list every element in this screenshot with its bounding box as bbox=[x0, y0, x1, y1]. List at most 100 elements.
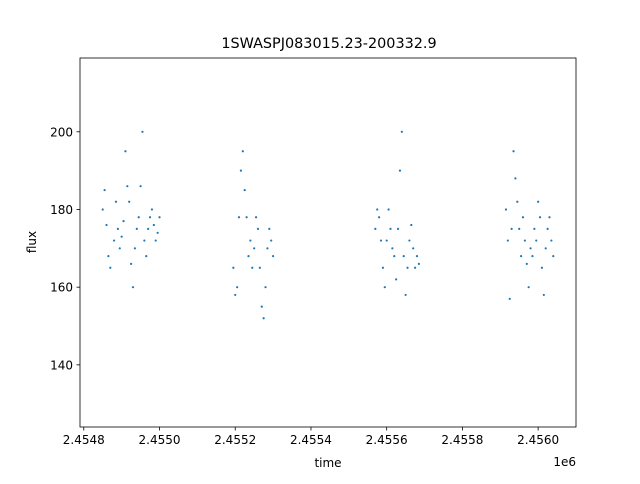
data-point bbox=[152, 223, 155, 227]
data-point bbox=[417, 262, 420, 265]
data-point bbox=[402, 254, 405, 258]
data-point bbox=[247, 254, 250, 258]
data-point bbox=[253, 247, 256, 250]
data-point bbox=[145, 254, 148, 258]
data-point bbox=[256, 227, 260, 231]
data-point bbox=[254, 216, 258, 219]
data-point bbox=[148, 216, 152, 219]
data-point bbox=[135, 227, 138, 231]
data-point bbox=[122, 220, 125, 223]
data-point bbox=[105, 223, 108, 227]
data-point bbox=[374, 227, 377, 231]
data-point bbox=[415, 254, 419, 258]
data-point bbox=[508, 297, 511, 300]
data-point bbox=[133, 247, 137, 250]
data-point bbox=[118, 247, 121, 250]
y-axis-label: flux bbox=[25, 231, 39, 253]
data-point bbox=[521, 216, 525, 219]
x-axis-label: time bbox=[314, 456, 341, 470]
data-point bbox=[232, 266, 235, 269]
x-tick-label: 2.4554 bbox=[290, 433, 332, 447]
data-point bbox=[396, 227, 400, 231]
data-point bbox=[103, 188, 106, 192]
data-point bbox=[237, 216, 241, 219]
data-point bbox=[107, 254, 110, 258]
data-point bbox=[156, 231, 159, 234]
data-point bbox=[529, 247, 532, 250]
data-point bbox=[270, 239, 273, 242]
data-point bbox=[143, 239, 146, 242]
data-point bbox=[383, 286, 386, 289]
data-point bbox=[141, 130, 144, 133]
data-point bbox=[389, 227, 392, 231]
data-point bbox=[249, 239, 252, 242]
data-point bbox=[548, 216, 551, 219]
data-point bbox=[393, 254, 396, 258]
data-point bbox=[139, 185, 142, 188]
data-point bbox=[546, 227, 549, 231]
data-point bbox=[116, 227, 119, 231]
data-point bbox=[128, 200, 131, 203]
y-tick-label: 160 bbox=[50, 281, 73, 295]
x-tick-label: 2.4560 bbox=[517, 433, 559, 447]
data-point bbox=[544, 247, 547, 250]
data-point bbox=[398, 169, 402, 172]
data-point bbox=[540, 266, 544, 269]
data-point bbox=[239, 169, 243, 172]
data-point bbox=[379, 239, 383, 242]
data-point bbox=[391, 247, 394, 250]
data-point bbox=[510, 227, 513, 231]
data-point bbox=[542, 293, 545, 297]
x-tick-label: 2.4558 bbox=[441, 433, 483, 447]
data-point bbox=[410, 223, 413, 227]
data-point bbox=[512, 150, 515, 153]
data-point bbox=[400, 130, 403, 133]
data-point bbox=[412, 247, 415, 250]
data-point bbox=[395, 278, 398, 281]
data-point bbox=[518, 227, 521, 231]
x-tick-label: 2.4550 bbox=[139, 433, 181, 447]
data-point bbox=[537, 200, 540, 203]
y-tick-label: 140 bbox=[50, 358, 73, 372]
data-point bbox=[243, 188, 246, 192]
data-point bbox=[262, 317, 265, 320]
data-point bbox=[266, 247, 269, 250]
data-point bbox=[535, 239, 538, 242]
data-point bbox=[519, 254, 523, 258]
data-point bbox=[413, 266, 417, 269]
data-point bbox=[378, 216, 381, 219]
y-tick-label: 180 bbox=[50, 203, 73, 217]
data-point bbox=[525, 262, 528, 265]
chart-title: 1SWASPJ083015.23-200332.9 bbox=[221, 36, 436, 52]
data-point bbox=[154, 239, 157, 242]
data-point bbox=[120, 235, 123, 238]
data-point bbox=[245, 216, 248, 219]
data-point bbox=[506, 239, 509, 242]
x-tick-label: 2.4552 bbox=[214, 433, 256, 447]
data-point bbox=[251, 266, 254, 269]
data-point bbox=[130, 262, 133, 265]
data-point bbox=[408, 239, 411, 242]
data-point bbox=[112, 239, 116, 242]
data-point bbox=[387, 208, 390, 211]
data-point bbox=[137, 216, 140, 219]
x-axis-offset-label: 1e6 bbox=[553, 455, 576, 469]
data-point bbox=[268, 227, 271, 231]
y-tick-label: 200 bbox=[50, 125, 73, 139]
data-point bbox=[131, 286, 135, 289]
data-point bbox=[516, 200, 519, 203]
data-point bbox=[158, 216, 161, 219]
data-point bbox=[101, 208, 104, 211]
data-points bbox=[101, 130, 555, 320]
data-point bbox=[527, 286, 530, 289]
data-point bbox=[376, 208, 379, 211]
x-tick-label: 2.4548 bbox=[63, 433, 105, 447]
y-axis: 140 160 180 200 bbox=[50, 125, 80, 372]
data-point bbox=[114, 200, 118, 203]
data-point bbox=[550, 239, 553, 242]
data-point bbox=[258, 266, 261, 269]
data-point bbox=[241, 150, 244, 153]
data-point bbox=[271, 254, 275, 258]
